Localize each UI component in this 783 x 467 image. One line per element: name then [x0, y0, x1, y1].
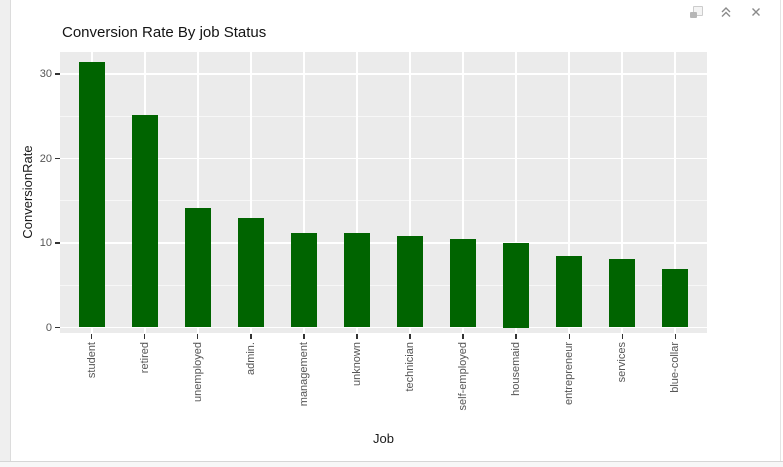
gridline-minor [60, 284, 707, 286]
bar-technician [396, 236, 424, 328]
x-tick-label: unknown [350, 341, 363, 386]
gridline-vertical [356, 52, 358, 333]
bar-services [608, 259, 636, 328]
gridline-major [60, 73, 707, 75]
y-tick-label: 20 [39, 152, 52, 165]
y-tick-mark [54, 326, 60, 329]
gridline-vertical [674, 52, 676, 333]
x-tick-label: unemployed [191, 341, 204, 402]
pane-border-left [0, 0, 11, 461]
gridline-vertical [462, 52, 464, 333]
y-tick-mark [54, 73, 60, 75]
gridline-vertical [621, 52, 623, 333]
open-plot-in-new-window-button[interactable] [687, 4, 705, 20]
bar-entrepreneur [555, 255, 583, 328]
x-tick-mark [409, 333, 411, 339]
plot-toolbar [687, 4, 765, 20]
gridline-vertical [303, 52, 305, 333]
gridline-vertical [197, 52, 199, 333]
x-tick-mark [303, 333, 305, 339]
gridline-minor [60, 200, 707, 202]
y-tick-label: 10 [39, 237, 52, 249]
x-tick-mark [250, 333, 252, 339]
x-tick-label: technician [404, 341, 417, 392]
collapse-icon [721, 7, 731, 17]
x-tick-mark [515, 333, 517, 339]
x-tick-label: management [297, 341, 310, 406]
gridline-major [60, 157, 707, 160]
plot-panel [60, 52, 707, 333]
gridline-major [60, 326, 707, 329]
gridline-vertical [568, 52, 570, 333]
pane-border-right [780, 0, 781, 461]
x-tick-label: entrepreneur [563, 341, 576, 405]
gridline-minor [60, 115, 707, 117]
close-icon [752, 8, 760, 16]
pane-divider-bottom [0, 461, 783, 462]
bar-retired [131, 114, 159, 328]
x-tick-mark [568, 333, 570, 339]
x-tick-mark [197, 333, 199, 339]
y-axis-title: ConversionRate [20, 145, 35, 239]
bar-blue-collar [661, 269, 689, 328]
x-tick-label: blue-collar [669, 341, 682, 393]
x-tick-mark [356, 333, 358, 339]
gridline-major [60, 242, 707, 244]
x-tick-label: self-employed [457, 341, 470, 410]
pane-bottom-strip [0, 462, 783, 467]
y-tick-mark [54, 157, 60, 160]
chart-title: Conversion Rate By job Status [62, 24, 267, 41]
close-plot-button[interactable] [747, 4, 765, 20]
bar-student [78, 62, 106, 328]
y-tick-label: 30 [39, 68, 52, 80]
x-tick-mark [674, 333, 676, 339]
x-tick-label: services [616, 341, 629, 382]
bar-housemaid [502, 243, 530, 328]
bar-unemployed [184, 207, 212, 328]
gridline-vertical [250, 52, 252, 333]
collapse-pane-button[interactable] [717, 4, 735, 20]
bar-management [290, 232, 318, 328]
x-axis-title: Job [373, 431, 394, 446]
gridline-vertical [515, 52, 517, 333]
x-tick-label: student [85, 341, 98, 378]
x-tick-label: housemaid [510, 341, 523, 396]
bar-self-employed [449, 238, 477, 328]
y-tick-mark [54, 242, 60, 244]
x-tick-label: retired [138, 341, 151, 373]
x-tick-mark [144, 333, 146, 339]
x-tick-mark [621, 333, 623, 339]
open-in-new-window-icon [689, 6, 703, 18]
x-tick-mark [462, 333, 464, 339]
bar-unknown [343, 232, 371, 328]
y-tick-label: 0 [45, 321, 52, 334]
bar-admin. [237, 217, 265, 328]
x-tick-mark [91, 333, 93, 339]
x-tick-label: admin. [244, 341, 257, 375]
gridline-vertical [409, 52, 411, 333]
